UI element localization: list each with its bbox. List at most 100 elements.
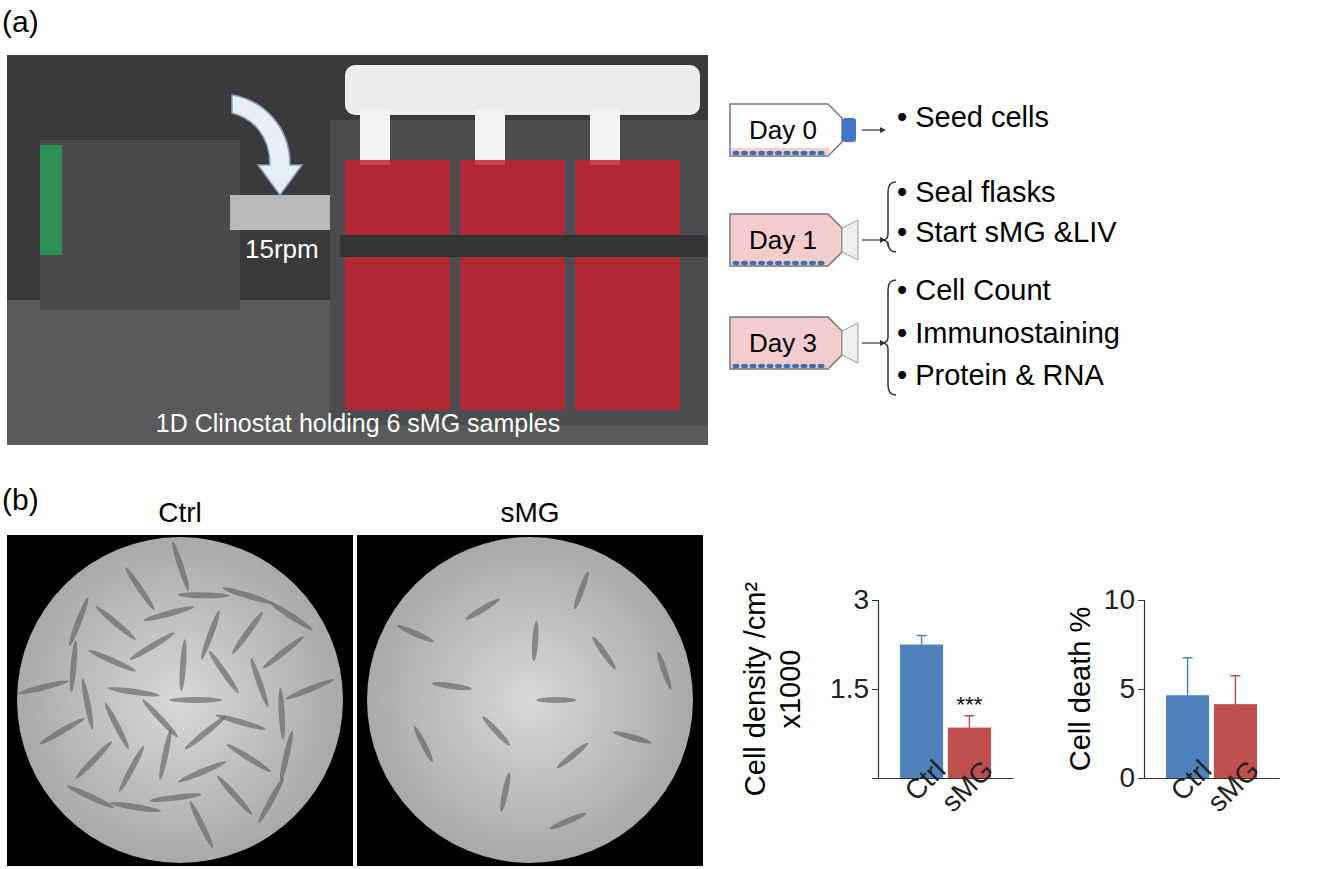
cell-shape (590, 635, 618, 671)
timeline-step: Day 0• Seed cells (730, 101, 1049, 156)
photo-background (7, 55, 708, 445)
cell-shape (149, 791, 201, 803)
timeline-item: • Seal flasks (897, 176, 1055, 208)
cell-shape (80, 678, 96, 730)
cell-shape (128, 630, 176, 662)
cell-shape (536, 697, 576, 703)
x-axis: CtrlsMG (1145, 754, 1280, 818)
timeline-arrow (862, 129, 880, 130)
flask-medium (731, 148, 829, 155)
cell-shape (572, 570, 591, 610)
timeline-step: Day 3• Cell Count• Immunostaining• Prote… (730, 274, 1120, 395)
micrograph-frame (357, 535, 703, 866)
annotation: *** (957, 692, 983, 717)
x-tick: sMG (1201, 754, 1265, 818)
cell-shape (170, 697, 222, 703)
y-tick-label: 1.5 (830, 673, 869, 704)
cell-shape (261, 634, 306, 671)
cell-dot (775, 151, 782, 155)
chart: 0 5 10 CtrlsMG Cell death % (1064, 584, 1280, 817)
y-tick-label: 10 (1104, 584, 1135, 615)
cell-dot (801, 151, 808, 155)
cell-shape (68, 640, 79, 692)
holder-bar (340, 235, 708, 257)
cell-shape (187, 800, 215, 849)
y-tick-label: 5 (1119, 673, 1135, 704)
cell-shape (206, 649, 241, 695)
cell-shape (548, 810, 587, 831)
cell-shape (256, 776, 286, 824)
cell-shape (225, 742, 272, 775)
cell-shape (480, 714, 512, 747)
cell-dot (733, 151, 740, 155)
cell-dot (750, 151, 757, 155)
cell-shape (102, 702, 131, 751)
cell-dot (792, 364, 799, 368)
timeline-item: • Start sMG &LIV (897, 216, 1117, 248)
rotation-speed: 15rpm (245, 234, 319, 264)
cell-shape (531, 621, 540, 661)
cell-dot (792, 151, 799, 155)
cell-shape (221, 585, 272, 606)
micrograph: Ctrl (7, 497, 353, 866)
x-tick: sMG (935, 754, 999, 818)
cell-dot (758, 151, 765, 155)
y-axis-line (872, 601, 879, 779)
y-axis-line (1138, 601, 1145, 779)
timeline-day: Day 1 (749, 225, 817, 255)
timeline-arrow (862, 239, 880, 240)
flask-seal (842, 323, 858, 363)
cell-shape (412, 725, 436, 763)
cell-dot (809, 261, 816, 265)
y-axis-title: x1000 (774, 649, 806, 728)
cell-dot (801, 364, 808, 368)
cell-dot (784, 364, 791, 368)
cell-shape (87, 647, 137, 674)
cell-shape (177, 592, 229, 599)
cell-dot (784, 151, 791, 155)
cell-shape (498, 772, 512, 812)
flask (575, 160, 680, 410)
cell-dot (750, 364, 757, 368)
y-tick-label: 0 (1119, 762, 1135, 793)
cell-dot (809, 151, 816, 155)
cell-shape (215, 774, 254, 817)
error-bar (964, 716, 974, 728)
panel-label: (b) (2, 483, 39, 516)
cell-shape (109, 800, 161, 814)
micrograph-field (367, 537, 693, 863)
y-tick-mark (1138, 689, 1144, 690)
cell-dot (767, 151, 774, 155)
brace (882, 182, 896, 252)
cell-dot (741, 261, 748, 265)
y-axis-title: Cell death % (1064, 607, 1096, 771)
cell-shape (157, 728, 174, 780)
cell-shape (464, 596, 501, 622)
y-tick: 1.5 (830, 673, 878, 704)
cell-shape (432, 680, 472, 692)
cell-shape (612, 729, 652, 746)
timeline-step: Day 1 • Seal flasks • Start sMG &LIV (730, 176, 1117, 266)
cell-dot (733, 364, 740, 368)
cell-shape (183, 714, 227, 751)
micrograph-frame (7, 535, 353, 866)
error-bar (1183, 658, 1193, 695)
flask-neck (360, 110, 390, 165)
flask (345, 160, 450, 410)
bar (900, 645, 943, 779)
cell-shape (67, 596, 91, 647)
y-tick-mark (872, 689, 878, 690)
cell-dot (801, 261, 808, 265)
holder (345, 65, 700, 115)
y-axis-title: Cell density /cm² (739, 581, 771, 796)
flask-neck (475, 110, 505, 165)
cell-shape (38, 716, 86, 747)
cell-shape (230, 610, 265, 656)
cell-dot (784, 261, 791, 265)
cell-dot (775, 364, 782, 368)
cell-shape (267, 599, 314, 632)
timeline-day: Day 3 (749, 328, 817, 358)
cell-shape (215, 712, 267, 732)
y-tick: 0 (1119, 762, 1144, 793)
timeline-item: • Protein & RNA (897, 359, 1104, 391)
